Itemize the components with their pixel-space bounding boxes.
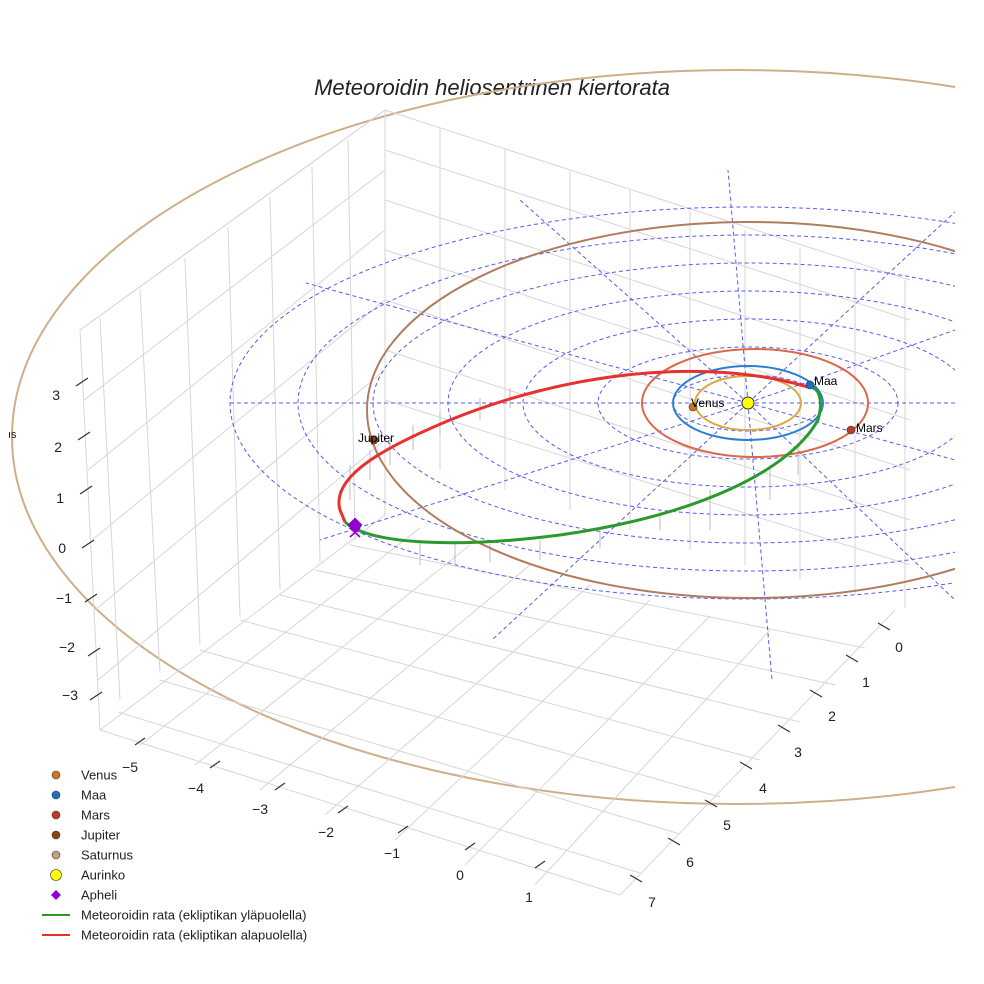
ecliptic-grid	[229, 169, 955, 681]
legend-item: Meteoroidin rata (ekliptikan alapuolella…	[42, 928, 307, 943]
maa-marker	[805, 380, 815, 390]
saturnus-orbit	[11, 69, 955, 805]
x-tick: −2	[318, 824, 334, 840]
legend-item: Meteoroidin rata (ekliptikan yläpuolella…	[42, 908, 306, 923]
meteoroid-orbit-above	[343, 385, 822, 545]
legend: Venus Maa Mars Jupiter Saturnus Aurinko Apheli…	[42, 768, 307, 943]
z-tick: −2	[59, 639, 75, 655]
axis-box-grid	[79, 109, 911, 896]
planet-orbits	[366, 221, 955, 599]
maa-orbit	[672, 365, 824, 441]
mars-marker	[846, 425, 856, 435]
legend-item: Venus	[51, 768, 118, 783]
legend-label: Meteoroidin rata (ekliptikan yläpuolella…	[81, 908, 306, 923]
legend-item: Apheli	[51, 888, 117, 903]
y-tick: 6	[686, 854, 694, 870]
projection-lines	[349, 388, 799, 565]
x-tick: −4	[188, 780, 204, 796]
z-tick: 1	[56, 490, 64, 506]
z-tick: −3	[62, 687, 78, 703]
y-tick: 3	[794, 744, 802, 760]
jupiter-label: Jupiter	[358, 431, 394, 445]
y-tick: 5	[723, 817, 731, 833]
x-tick: −1	[384, 845, 400, 861]
y-tick: 1	[862, 674, 870, 690]
legend-label: Mars	[81, 808, 110, 823]
z-tick: −1	[56, 590, 72, 606]
x-tick: 0	[456, 867, 464, 883]
apheli-projection-marker	[349, 527, 361, 538]
x-tick: −3	[252, 801, 268, 817]
legend-label: Maa	[81, 788, 107, 803]
legend-label: Apheli	[81, 888, 117, 903]
y-tick: 0	[895, 639, 903, 655]
legend-label: Jupiter	[81, 828, 121, 843]
axis-tick-marks	[75, 377, 891, 883]
y-tick: 2	[828, 708, 836, 724]
legend-label: Aurinko	[81, 868, 125, 883]
x-tick: 1	[525, 889, 533, 905]
legend-symbol	[51, 830, 61, 840]
legend-item: Mars	[51, 808, 110, 823]
maa-label: Maa	[814, 374, 838, 388]
legend-item: Maa	[51, 788, 107, 803]
z-tick: 0	[58, 540, 66, 556]
legend-symbol	[51, 770, 61, 780]
legend-symbol	[50, 869, 62, 881]
mars-label: Mars	[856, 421, 883, 435]
legend-symbol	[51, 890, 61, 900]
y-tick: 4	[759, 780, 767, 796]
y-tick: 7	[648, 894, 656, 910]
z-tick: 3	[52, 387, 60, 403]
legend-item: Aurinko	[50, 868, 125, 883]
aurinko-marker	[741, 396, 755, 410]
z-tick: 2	[54, 439, 62, 455]
mars-orbit	[641, 348, 869, 458]
jupiter-orbit	[366, 221, 955, 599]
venus-label: Venus	[691, 396, 724, 410]
z-axis-ticks: 3 2 1 0 −1 −2 −3	[52, 387, 78, 703]
chart-title: Meteoroidin heliosentrinen kiertorata	[314, 75, 670, 100]
legend-label: Venus	[81, 768, 118, 783]
legend-symbol	[51, 850, 61, 860]
y-axis-ticks: 0 1 2 3 4 5 6 7	[648, 639, 903, 910]
legend-label: Meteoroidin rata (ekliptikan alapuolella…	[81, 928, 307, 943]
legend-label: Saturnus	[81, 848, 134, 863]
venus-marker	[688, 402, 698, 412]
x-tick: −5	[122, 759, 138, 775]
legend-symbol	[51, 790, 61, 800]
legend-item: Jupiter	[51, 828, 121, 843]
x-axis-ticks: −5 −4 −3 −2 −1 0 1	[122, 759, 533, 905]
jupiter-marker	[369, 435, 379, 445]
legend-symbol	[51, 810, 61, 820]
meteoroid-orbit-below	[337, 369, 809, 523]
legend-item: Saturnus	[51, 848, 134, 863]
z-axis-label: ıs	[8, 429, 17, 441]
